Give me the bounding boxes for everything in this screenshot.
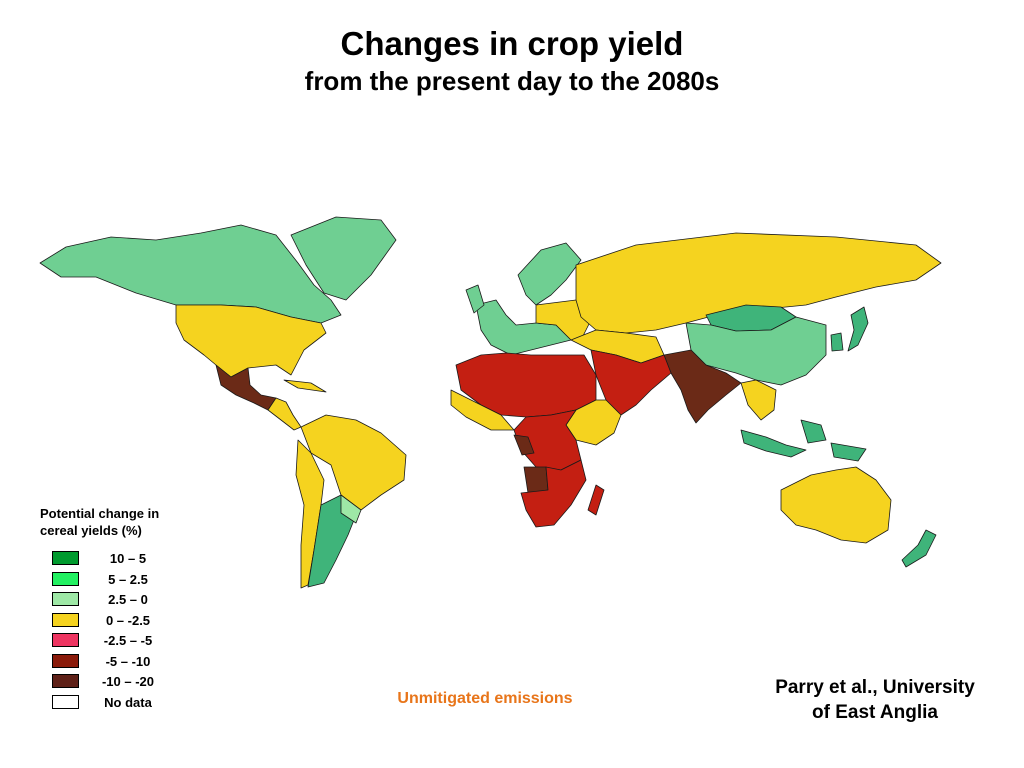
legend-items: 10 – 5 5 – 2.5 2.5 – 0 0 – -2.5 -2.5 – -… (40, 549, 240, 713)
legend-swatch (52, 612, 79, 627)
legend-label: 10 – 5 (109, 551, 147, 566)
legend-item: 5 – 2.5 (40, 570, 240, 591)
region-scandinavia (517, 242, 582, 306)
legend-swatch (52, 551, 79, 565)
region-southeast-asia (740, 379, 777, 421)
region-madagascar (587, 484, 605, 516)
legend-label: 5 – 2.5 (108, 571, 148, 587)
credit-line-2: of East Anglia (812, 702, 938, 723)
region-uk-ireland (465, 284, 485, 314)
region-korea-japan (830, 306, 869, 352)
legend-item: 10 – 5 (40, 549, 240, 570)
region-new-zealand (901, 529, 937, 568)
region-china (685, 316, 827, 386)
source-credit: Parry et al., University of East Anglia (740, 675, 1010, 725)
region-indonesia-islands (740, 419, 867, 462)
legend-item: 2.5 – 0 (40, 590, 240, 611)
region-paraguay-uruguay (340, 494, 362, 524)
scenario-label: Unmitigated emissions (397, 690, 573, 707)
region-mexico (215, 364, 277, 411)
legend-swatch (52, 653, 79, 668)
region-west-africa-coast (450, 389, 515, 431)
region-angola (523, 466, 549, 494)
region-south-america-north (300, 414, 407, 511)
region-greenland (290, 216, 397, 301)
region-central-africa (513, 409, 582, 471)
legend-label: -2.5 – -5 (103, 633, 153, 648)
legend-swatch (52, 674, 79, 688)
legend-item: No data (40, 693, 240, 714)
legend-swatch (52, 694, 79, 709)
region-usa (175, 304, 327, 378)
legend-item: -2.5 – -5 (40, 631, 240, 652)
region-south-asia (663, 349, 742, 424)
title-line-2: from the present day to the 2080s (304, 66, 720, 96)
region-canada-alaska (39, 224, 342, 324)
region-central-america-caribbean (267, 379, 327, 431)
title-line-1: Changes in crop yield (340, 25, 684, 62)
region-arabia-middle-east (590, 349, 672, 416)
map-title: Changes in crop yield from the present d… (0, 24, 1024, 98)
legend-item: 0 – -2.5 (40, 611, 240, 632)
legend-item: -5 – -10 (40, 652, 240, 673)
legend-label: No data (104, 694, 152, 710)
map-legend: Potential change in cereal yields (%) 10… (40, 505, 240, 713)
legend-swatch (52, 633, 79, 647)
legend-item: -10 – -20 (40, 672, 240, 693)
legend-title-line-2: cereal yields (%) (40, 523, 142, 538)
region-southern-africa (520, 459, 587, 528)
legend-title: Potential change in cereal yields (%) (40, 505, 240, 539)
legend-label: 2.5 – 0 (108, 592, 148, 607)
legend-title-line-1: Potential change in (40, 506, 160, 521)
world-crop-yield-map (39, 216, 942, 589)
region-australia (780, 466, 892, 544)
legend-label: -10 – -20 (101, 674, 155, 689)
legend-label: 0 – -2.5 (105, 612, 151, 628)
legend-swatch (52, 592, 79, 606)
legend-swatch (52, 571, 79, 586)
region-congo-basin (513, 434, 535, 456)
credit-line-1: Parry et al., University (775, 677, 975, 698)
legend-label: -5 – -10 (105, 653, 151, 669)
